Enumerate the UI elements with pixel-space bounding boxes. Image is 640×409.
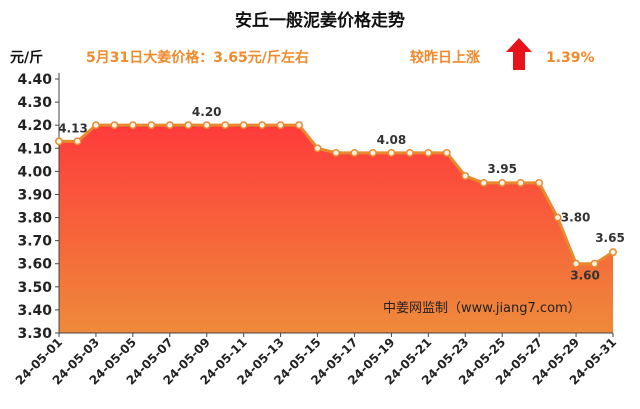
data-point [424,148,433,157]
data-label: 3.95 [487,162,517,176]
price-text: 5月31日大姜价格：3.65元/斤左右 [86,49,309,66]
y-tick-label: 4.00 [17,164,52,180]
data-point [405,148,414,157]
data-point [350,148,359,157]
data-point [535,178,544,187]
data-point [91,121,100,130]
plot-area: 3.30 3.40 3.50 3.60 3.70 3.80 3.90 4.00 4.10 4.20… [13,72,625,388]
data-point [295,121,304,130]
y-tick-label: 3.80 [17,211,52,227]
data-point [221,121,230,130]
change-text: 较昨日上涨 [410,49,480,66]
data-label: 4.20 [192,105,222,119]
data-point [276,121,285,130]
data-point [368,148,377,157]
data-point [590,259,599,268]
y-tick-label: 4.40 [17,72,52,88]
data-point [184,121,193,130]
data-point [516,178,525,187]
y-tick-label: 3.90 [17,187,52,203]
data-point [498,178,507,187]
data-point [609,248,617,257]
data-point [165,121,174,130]
data-point [461,172,470,180]
y-tick-label: 3.30 [17,326,52,342]
data-point [128,121,137,130]
data-point [332,148,340,157]
data-point [313,144,322,153]
data-point [387,148,396,157]
data-point [147,121,156,130]
watermark: 中姜网监制（www.jiang7.com） [383,301,581,316]
data-point [239,121,248,130]
y-tick-label: 3.70 [17,234,52,250]
data-point [110,121,119,130]
y-tick-label: 3.40 [17,303,52,319]
up-arrow-icon [506,38,532,70]
data-point [553,213,562,222]
data-point [258,121,267,130]
area-fill [59,125,613,333]
y-tick-label: 3.50 [17,280,52,296]
data-point [55,137,63,146]
data-label: 3.65 [595,231,625,245]
unit-label: 元/斤 [10,49,43,66]
y-tick-label: 4.20 [17,118,52,134]
data-point [442,148,451,157]
data-point [202,121,211,130]
data-point [73,137,82,146]
data-point [479,178,488,187]
y-tick-label: 3.60 [17,257,52,273]
data-label: 3.60 [570,269,600,283]
data-label: 3.80 [561,211,591,225]
y-tick-label: 4.10 [17,141,52,157]
data-label: 4.13 [58,121,88,135]
data-label: 4.08 [377,133,407,147]
change-percent: 1.39% [546,50,595,66]
chart-title: 安丘一般泥姜价格走势 [235,10,405,31]
y-tick-label: 4.30 [17,95,52,111]
data-point [572,259,581,268]
